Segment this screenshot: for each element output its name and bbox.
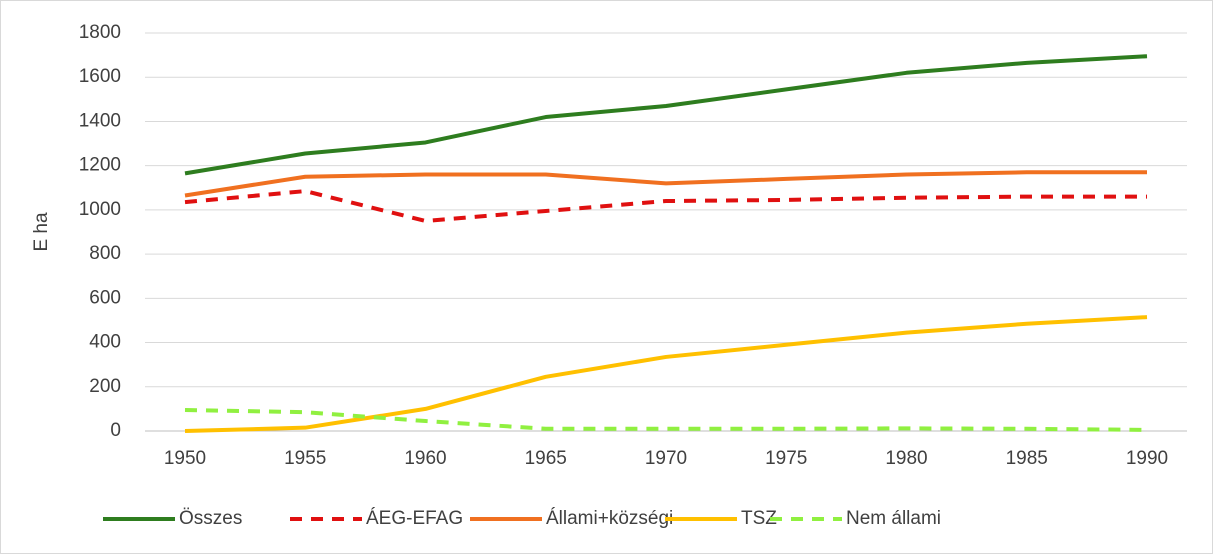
y-tick-label: 1800: [79, 22, 121, 43]
y-tick-label: 200: [89, 376, 121, 397]
legend-label: Összes: [179, 508, 242, 529]
legend-label: TSZ: [741, 508, 777, 529]
y-tick-label: 400: [89, 332, 121, 353]
x-tick-label: 1975: [765, 448, 807, 469]
x-tick-label: 1950: [164, 448, 206, 469]
x-tick-label: 1960: [404, 448, 446, 469]
x-tick-label: 1990: [1126, 448, 1168, 469]
x-tick-label: 1970: [645, 448, 687, 469]
x-tick-label: 1955: [284, 448, 326, 469]
y-tick-label: 800: [89, 243, 121, 264]
series-line: [184, 54, 1148, 176]
y-tick-label: 0: [110, 420, 121, 441]
series-line: [184, 170, 1147, 198]
y-axis-label: E ha: [31, 212, 52, 252]
legend-label: Állami+községi: [546, 508, 673, 529]
legend-label: Nem állami: [846, 508, 941, 529]
x-tick-label: 1980: [885, 448, 927, 469]
series-line: [184, 189, 1147, 223]
y-tick-label: 1600: [79, 66, 121, 87]
y-tick-label: 600: [89, 287, 121, 308]
y-tick-label: 1400: [79, 110, 121, 131]
y-tick-label: 1000: [79, 199, 121, 220]
series-line: [184, 315, 1148, 433]
series-line: [184, 407, 1148, 432]
legend-label: ÁEG-EFAG: [366, 508, 463, 529]
x-tick-label: 1985: [1006, 448, 1048, 469]
x-tick-label: 1965: [525, 448, 567, 469]
y-tick-label: 1200: [79, 155, 121, 176]
